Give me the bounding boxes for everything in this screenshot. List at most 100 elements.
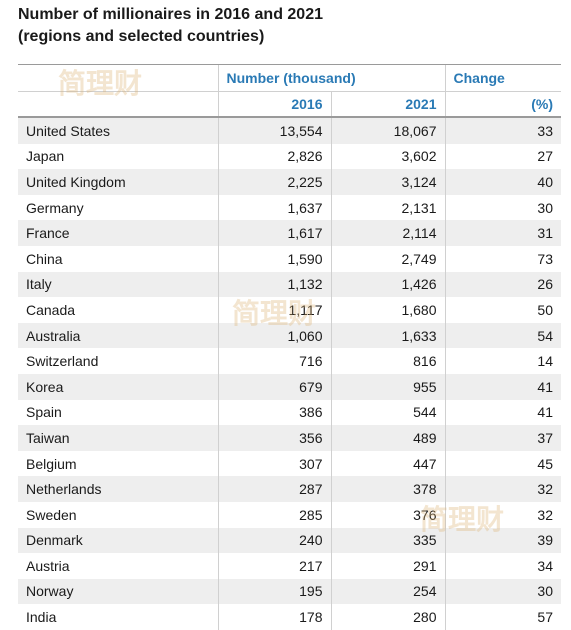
- header-row-group: Number (thousand) Change: [18, 64, 561, 92]
- table-row: Germany 1,637 2,131 30: [18, 194, 561, 221]
- country-cell: Taiwan: [18, 425, 218, 451]
- table-row: Spain 386 544 41: [18, 399, 561, 426]
- value-2016-cell: 2,826: [217, 143, 331, 170]
- value-2021-cell: 378: [330, 476, 445, 502]
- table-row: China 1,590 2,749 73: [18, 245, 561, 272]
- value-2021-cell: 335: [330, 527, 445, 554]
- value-2021-cell: 376: [330, 501, 445, 528]
- table-row: Austria 217 291 34: [18, 553, 561, 579]
- table-row: Belgium 307 447 45: [18, 450, 561, 477]
- value-2016-cell: 1,060: [217, 322, 331, 349]
- header-change: Change: [444, 64, 561, 92]
- country-cell: Japan: [26, 148, 65, 165]
- change-cell: 45: [444, 450, 561, 477]
- header-row-columns: 2016 2021 (%): [18, 91, 561, 118]
- change-cell: 30: [444, 578, 561, 605]
- table-row: Korea 679 955 41: [18, 373, 561, 400]
- country-cell: Spain: [26, 404, 62, 421]
- table-row: Italy 1,132 1,426 26: [18, 271, 561, 298]
- change-cell: 41: [444, 373, 561, 400]
- table-row: Netherlands 287 378 32: [18, 476, 561, 502]
- change-cell: 33: [444, 117, 561, 144]
- table-row: France 1,617 2,114 31: [18, 220, 561, 246]
- value-2016-cell: 1,590: [217, 245, 331, 272]
- value-2021-cell: 1,633: [330, 322, 445, 349]
- table-row: Denmark 240 335 39: [18, 527, 561, 554]
- country-cell: Canada: [26, 301, 76, 318]
- change-cell: 31: [444, 220, 561, 246]
- value-2021-cell: 1,426: [330, 271, 445, 298]
- country-cell: Italy: [18, 271, 218, 298]
- value-2016-cell: 240: [217, 527, 331, 554]
- title-line-2: (regions and selected countries): [18, 28, 265, 45]
- value-2021-cell: 544: [330, 399, 445, 426]
- value-2021-cell: 447: [330, 450, 445, 477]
- value-2016-cell: 287: [217, 476, 331, 502]
- change-cell: 39: [444, 527, 561, 554]
- value-2021-cell: 816: [330, 348, 445, 374]
- value-2021-cell: 280: [330, 604, 445, 630]
- country-cell: Korea: [18, 373, 218, 400]
- value-2021-cell: 3,602: [330, 143, 445, 170]
- value-2016-cell: 679: [217, 373, 331, 400]
- country-cell: Denmark: [18, 527, 218, 554]
- header-2016: 2016: [217, 91, 331, 118]
- value-2016-cell: 307: [217, 450, 331, 477]
- header-number-thousand: Number (thousand): [217, 64, 445, 92]
- country-cell: Belgium: [26, 455, 77, 472]
- value-2016-cell: 2,225: [217, 169, 331, 195]
- value-2016-cell: 356: [217, 425, 331, 451]
- table-row: India 178 280 57: [18, 604, 561, 630]
- value-2021-cell: 2,114: [330, 220, 445, 246]
- country-cell: United Kingdom: [18, 169, 218, 195]
- table-row: United States 13,554 18,067 33: [18, 117, 561, 144]
- table-row: Australia 1,060 1,633 54: [18, 322, 561, 349]
- change-cell: 34: [444, 553, 561, 579]
- value-2016-cell: 1,617: [217, 220, 331, 246]
- country-cell: Switzerland: [26, 353, 99, 370]
- value-2021-cell: 3,124: [330, 169, 445, 195]
- value-2021-cell: 489: [330, 425, 445, 451]
- data-table: Number (thousand) Change 2016 2021 (%) U…: [18, 64, 561, 630]
- table-row: Norway 195 254 30: [18, 578, 561, 605]
- change-cell: 32: [444, 501, 561, 528]
- value-2021-cell: 2,131: [330, 194, 445, 221]
- country-cell: Sweden: [26, 506, 77, 523]
- value-2021-cell: 291: [330, 553, 445, 579]
- change-cell: 41: [444, 399, 561, 426]
- change-cell: 40: [444, 169, 561, 195]
- value-2016-cell: 716: [217, 348, 331, 374]
- change-cell: 32: [444, 476, 561, 502]
- table-row: United Kingdom 2,225 3,124 40: [18, 169, 561, 195]
- value-2016-cell: 1,117: [217, 297, 331, 323]
- table-row: Canada 1,117 1,680 50: [18, 297, 561, 323]
- table-row: Switzerland 716 816 14: [18, 348, 561, 374]
- change-cell: 30: [444, 194, 561, 221]
- country-cell: Germany: [26, 199, 84, 216]
- value-2016-cell: 13,554: [217, 117, 331, 144]
- value-2021-cell: 1,680: [330, 297, 445, 323]
- country-cell: Austria: [26, 557, 70, 574]
- value-2021-cell: 955: [330, 373, 445, 400]
- country-cell: Netherlands: [18, 476, 218, 502]
- value-2016-cell: 1,637: [217, 194, 331, 221]
- country-cell: Norway: [18, 578, 218, 605]
- value-2021-cell: 18,067: [330, 117, 445, 144]
- value-2016-cell: 178: [217, 604, 331, 630]
- change-cell: 50: [444, 297, 561, 323]
- value-2021-cell: 254: [330, 578, 445, 605]
- header-change-pct: (%): [444, 91, 561, 118]
- change-cell: 27: [444, 143, 561, 170]
- change-cell: 37: [444, 425, 561, 451]
- country-cell: India: [26, 609, 57, 626]
- country-cell: United States: [18, 117, 218, 144]
- country-cell: Australia: [18, 322, 218, 349]
- change-cell: 26: [444, 271, 561, 298]
- header-2021: 2021: [330, 91, 445, 118]
- title-line-1: Number of millionaires in 2016 and 2021: [18, 6, 323, 23]
- table-body: United States 13,554 18,067 33 Japan 2,826 3,6…: [18, 117, 561, 630]
- table-row: Sweden 285 376 32: [18, 501, 561, 528]
- value-2016-cell: 285: [217, 501, 331, 528]
- change-cell: 14: [444, 348, 561, 374]
- change-cell: 57: [444, 604, 561, 630]
